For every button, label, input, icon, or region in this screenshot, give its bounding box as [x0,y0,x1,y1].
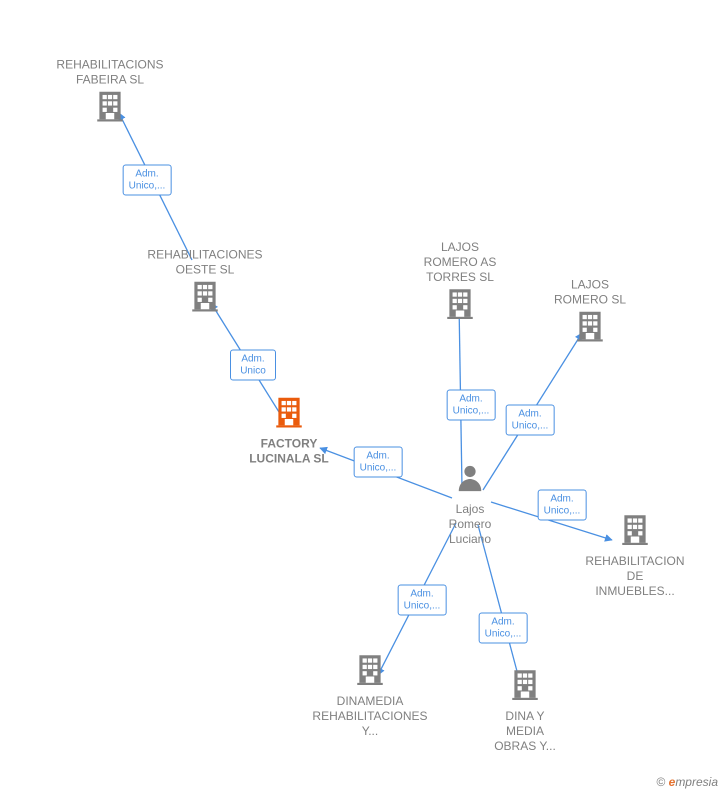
edge-label-e_person_dina[interactable]: Adm. Unico,... [479,613,528,644]
footer: © empresia [656,775,718,789]
node-label: REHABILITACION DE INMUEBLES... [560,554,710,599]
person-icon [455,463,485,498]
edge-label-e_person_lajos_sl[interactable]: Adm. Unico,... [506,405,555,436]
building-icon [353,651,387,690]
node-label: REHABILITACIONS FABEIRA SL [35,58,185,88]
node-lajos_as[interactable]: LAJOS ROMERO AS TORRES SL [385,236,535,324]
edge-label-e_person_factory[interactable]: Adm. Unico,... [354,447,403,478]
node-dinamedia[interactable]: DINAMEDIA REHABILITACIONES Y... [295,651,445,739]
node-label: DINA Y MEDIA OBRAS Y... [450,709,600,754]
brand-rest: mpresia [675,775,718,789]
node-reh_inmueb[interactable]: REHABILITACION DE INMUEBLES... [560,511,710,599]
node-dina_media[interactable]: DINA Y MEDIA OBRAS Y... [450,666,600,754]
building-icon [188,278,222,317]
edge-label-e_person_dinamedia[interactable]: Adm. Unico,... [398,585,447,616]
node-label: DINAMEDIA REHABILITACIONES Y... [295,694,445,739]
building-icon [618,511,652,550]
edge-label-e_person_inmueb[interactable]: Adm. Unico,... [538,490,587,521]
node-factory[interactable]: FACTORY LUCINALA SL [214,394,364,467]
diagram-canvas: REHABILITACIONS FABEIRA SL REHABILITACIO… [0,0,728,795]
edge-label-e_oeste_fabeira[interactable]: Adm. Unico,... [123,165,172,196]
node-label: Lajos Romero Luciano [395,502,545,547]
building-icon [93,88,127,127]
copyright-symbol: © [656,775,665,789]
node-label: LAJOS ROMERO SL [515,278,665,308]
node-label: FACTORY LUCINALA SL [214,437,364,467]
node-label: REHABILITACIONES OESTE SL [130,248,280,278]
node-reh_oeste[interactable]: REHABILITACIONES OESTE SL [130,244,280,317]
node-label: LAJOS ROMERO AS TORRES SL [385,240,535,285]
node-lajos_sl[interactable]: LAJOS ROMERO SL [515,274,665,347]
building-icon [272,394,306,433]
building-icon [508,666,542,705]
node-person[interactable]: Lajos Romero Luciano [395,463,545,547]
edge-label-e_person_lajos_as[interactable]: Adm. Unico,... [447,390,496,421]
node-reh_fabeira[interactable]: REHABILITACIONS FABEIRA SL [35,54,185,127]
building-icon [573,308,607,347]
edge-label-e_factory_oeste[interactable]: Adm. Unico [230,350,276,381]
building-icon [443,285,477,324]
